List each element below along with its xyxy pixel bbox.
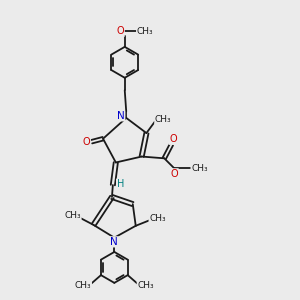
Text: O: O [116, 26, 124, 36]
Text: CH₃: CH₃ [155, 115, 171, 124]
Text: O: O [169, 134, 177, 144]
Text: CH₃: CH₃ [64, 211, 81, 220]
Text: H: H [117, 179, 124, 189]
Text: CH₃: CH₃ [136, 27, 153, 36]
Text: O: O [171, 169, 178, 179]
Text: CH₃: CH₃ [75, 281, 92, 290]
Text: O: O [82, 137, 90, 147]
Text: N: N [117, 111, 125, 121]
Text: CH₃: CH₃ [149, 214, 166, 224]
Text: N: N [110, 237, 118, 247]
Text: CH₃: CH₃ [137, 281, 154, 290]
Text: CH₃: CH₃ [191, 164, 208, 173]
